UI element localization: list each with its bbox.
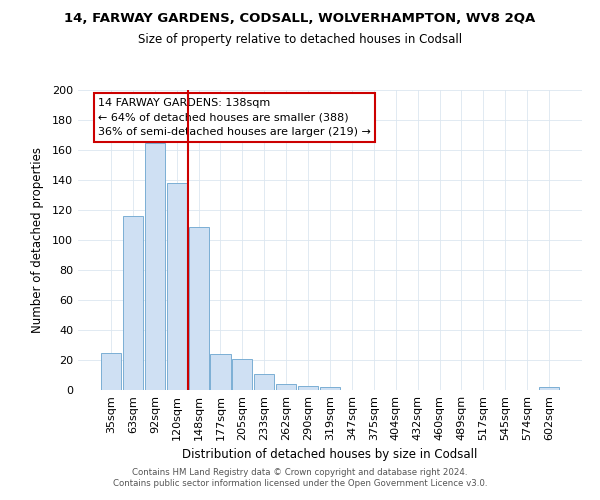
Bar bbox=[211, 354, 230, 390]
Bar bbox=[320, 387, 340, 390]
Bar bbox=[188, 226, 209, 390]
Y-axis label: Number of detached properties: Number of detached properties bbox=[31, 147, 44, 333]
Bar bbox=[145, 142, 165, 390]
Bar bbox=[123, 216, 143, 390]
Bar bbox=[167, 183, 187, 390]
Text: Size of property relative to detached houses in Codsall: Size of property relative to detached ho… bbox=[138, 32, 462, 46]
Text: Contains HM Land Registry data © Crown copyright and database right 2024.
Contai: Contains HM Land Registry data © Crown c… bbox=[113, 468, 487, 487]
Bar bbox=[232, 358, 253, 390]
Bar bbox=[276, 384, 296, 390]
X-axis label: Distribution of detached houses by size in Codsall: Distribution of detached houses by size … bbox=[182, 448, 478, 462]
Text: 14 FARWAY GARDENS: 138sqm
← 64% of detached houses are smaller (388)
36% of semi: 14 FARWAY GARDENS: 138sqm ← 64% of detac… bbox=[98, 98, 371, 137]
Bar bbox=[298, 386, 318, 390]
Bar bbox=[539, 387, 559, 390]
Bar bbox=[101, 352, 121, 390]
Bar bbox=[254, 374, 274, 390]
Text: 14, FARWAY GARDENS, CODSALL, WOLVERHAMPTON, WV8 2QA: 14, FARWAY GARDENS, CODSALL, WOLVERHAMPT… bbox=[64, 12, 536, 26]
